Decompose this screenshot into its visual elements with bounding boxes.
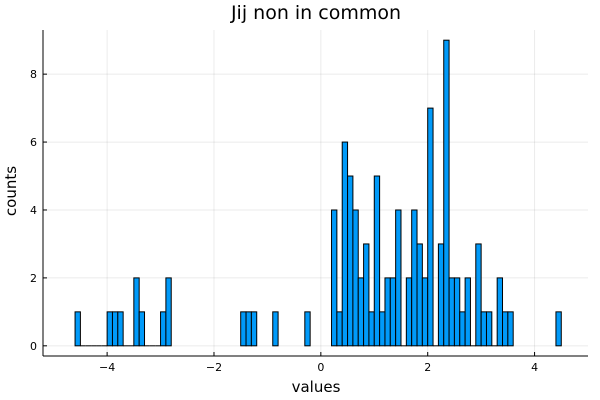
histogram-bar — [111, 311, 119, 347]
y-axis-label: counts — [2, 166, 20, 216]
histogram-bar — [160, 311, 167, 347]
histogram-bar — [352, 209, 359, 347]
histogram-bar — [347, 175, 354, 347]
histogram-bar — [464, 277, 471, 347]
histogram-bar — [405, 277, 413, 347]
x-tick-label: −4 — [99, 361, 115, 374]
histogram-bar — [459, 311, 466, 347]
histogram-bar — [336, 311, 343, 347]
x-tick-label: 0 — [317, 361, 324, 374]
histogram-bar — [480, 311, 487, 347]
histogram-bar — [453, 277, 461, 347]
histogram-bar — [437, 243, 445, 347]
histogram-bar — [245, 311, 252, 347]
x-tick-label: 4 — [531, 361, 538, 374]
x-axis-label: values — [292, 378, 341, 396]
histogram-bar — [443, 39, 450, 347]
histogram-bar — [368, 311, 375, 347]
histogram-bar — [379, 311, 386, 347]
chart-title: Jij non in common — [230, 2, 401, 24]
histogram-bar — [384, 277, 391, 347]
histogram-bar — [555, 311, 562, 347]
histogram-bar — [416, 243, 423, 347]
y-tick-label: 4 — [30, 204, 37, 217]
histogram-bar — [448, 277, 455, 347]
histogram-bar — [475, 243, 482, 347]
histogram-bar — [411, 209, 418, 347]
histogram-bar — [74, 311, 81, 347]
y-tick-label: 0 — [30, 340, 37, 353]
histogram-bars — [74, 39, 562, 347]
y-tick-label: 2 — [30, 272, 37, 285]
y-axis-ticks: 0 2 4 6 8 — [30, 68, 47, 353]
histogram-bar — [373, 175, 381, 347]
histogram-bar — [389, 277, 397, 347]
histogram-bar — [363, 243, 370, 347]
x-axis-ticks: −4 −2 0 2 4 — [99, 352, 538, 374]
axes — [42, 30, 588, 357]
histogram-bar — [304, 311, 311, 347]
histogram-bar — [133, 277, 140, 347]
histogram-bar — [485, 311, 493, 347]
histogram-bar — [165, 277, 172, 347]
histogram-bar — [502, 311, 509, 347]
y-tick-label: 6 — [30, 136, 37, 149]
histogram-bar — [106, 311, 113, 347]
histogram-bar — [272, 311, 279, 347]
histogram-bar — [421, 277, 429, 347]
y-tick-label: 8 — [30, 68, 37, 81]
histogram-bar — [341, 141, 349, 347]
histogram-bar — [117, 311, 124, 347]
histogram-bar — [331, 209, 338, 347]
histogram-bar — [507, 311, 514, 347]
x-tick-label: −2 — [206, 361, 222, 374]
histogram-bar — [427, 107, 434, 347]
histogram-bar — [496, 277, 504, 347]
histogram-bar — [395, 209, 402, 347]
grid-lines — [43, 30, 588, 356]
histogram-bar — [138, 311, 146, 347]
histogram-bar — [250, 311, 258, 347]
histogram-bar — [357, 277, 365, 347]
x-tick-label: 2 — [424, 361, 431, 374]
histogram-bar — [240, 311, 247, 347]
